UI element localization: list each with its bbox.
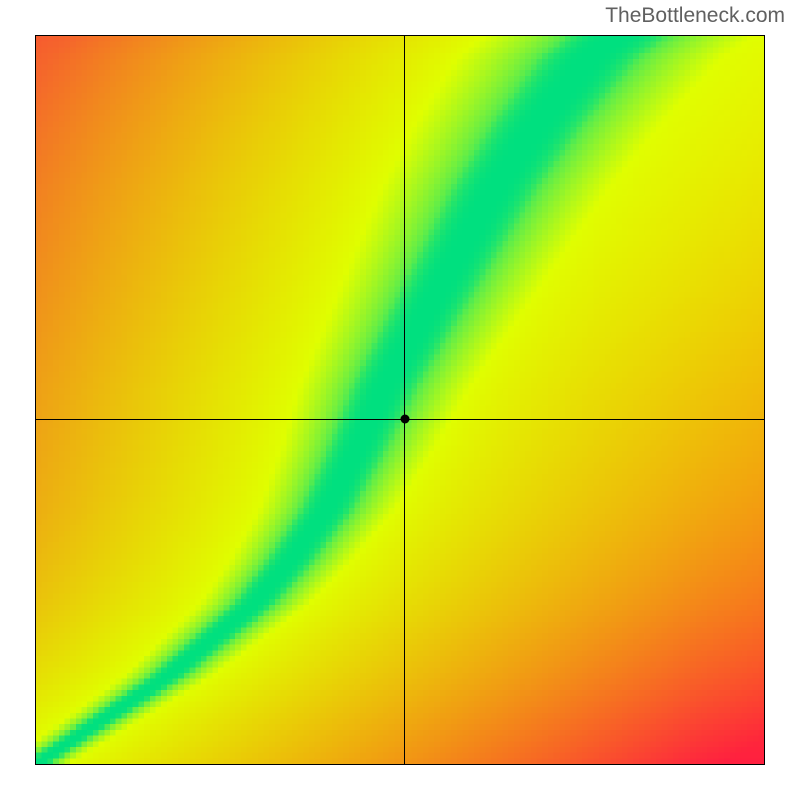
heatmap-plot xyxy=(35,35,765,765)
heatmap-canvas xyxy=(36,36,764,764)
watermark-text: TheBottleneck.com xyxy=(605,4,785,28)
